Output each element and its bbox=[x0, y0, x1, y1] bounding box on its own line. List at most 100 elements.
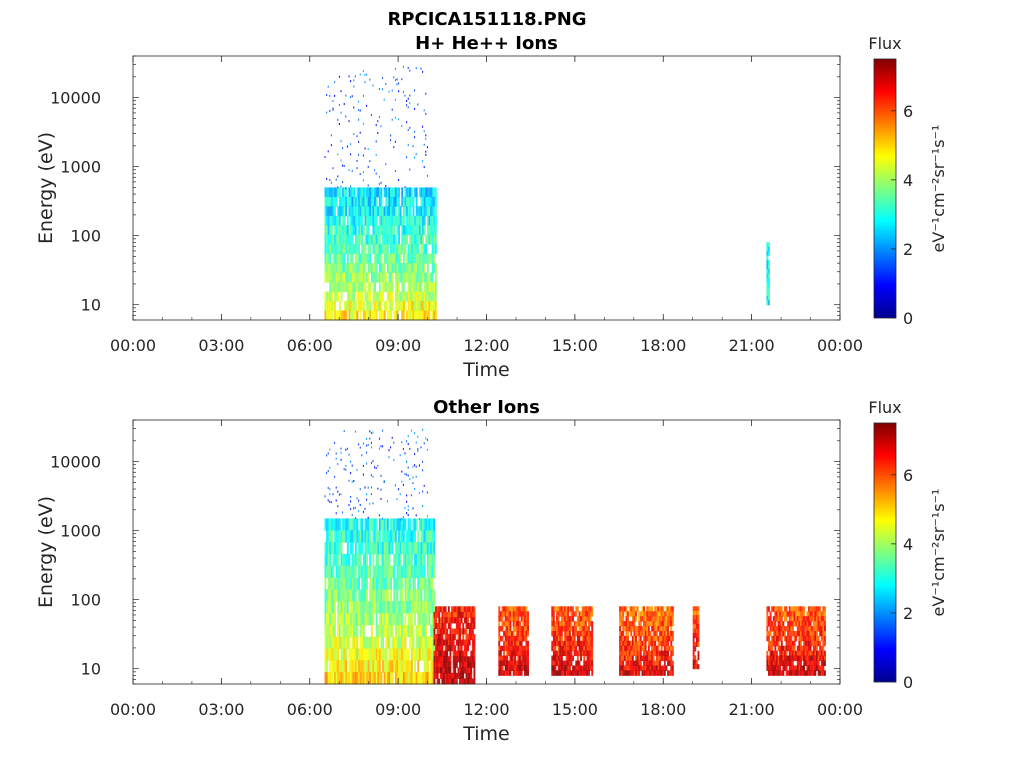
flux-cell bbox=[573, 665, 576, 671]
flux-speck bbox=[343, 430, 345, 433]
flux-cell bbox=[342, 196, 344, 207]
flux-cell bbox=[367, 648, 370, 661]
flux-speck bbox=[412, 482, 414, 485]
flux-cell bbox=[473, 661, 476, 668]
flux-cell bbox=[504, 621, 507, 627]
flux-cell bbox=[418, 301, 421, 312]
flux-cell bbox=[788, 635, 791, 642]
flux-cell bbox=[359, 613, 362, 626]
flux-cell bbox=[327, 553, 330, 567]
flux-cell bbox=[334, 187, 336, 198]
flux-cell bbox=[523, 611, 526, 617]
flux-cell bbox=[556, 660, 558, 666]
flux-cell bbox=[369, 244, 372, 255]
flux-cell bbox=[406, 542, 408, 555]
flux-cell bbox=[551, 611, 554, 617]
flux-cell bbox=[326, 542, 328, 555]
flux-cell bbox=[523, 631, 526, 637]
flux-speck bbox=[330, 134, 332, 137]
flux-cell bbox=[380, 542, 383, 555]
flux-cell bbox=[433, 187, 436, 198]
flux-cell bbox=[771, 635, 774, 642]
flux-cell bbox=[460, 656, 463, 663]
flux-cell bbox=[353, 244, 356, 255]
flux-cell bbox=[498, 645, 501, 652]
flux-cell bbox=[588, 670, 590, 676]
flux-cell bbox=[470, 628, 473, 635]
flux-cell bbox=[351, 263, 354, 274]
flux-cell bbox=[377, 206, 380, 217]
flux-cell bbox=[346, 244, 349, 255]
flux-cell bbox=[795, 631, 798, 637]
flux-cell bbox=[406, 589, 408, 602]
flux-cell bbox=[766, 300, 769, 306]
flux-cell bbox=[446, 634, 449, 641]
flux-cell bbox=[509, 606, 512, 612]
flux-cell bbox=[396, 636, 399, 649]
flux-cell bbox=[628, 606, 631, 612]
flux-cell bbox=[393, 234, 396, 245]
flux-cell bbox=[374, 206, 376, 217]
flux-cell bbox=[417, 244, 420, 255]
flux-speck bbox=[340, 458, 342, 461]
flux-cell bbox=[768, 660, 770, 666]
flux-cell bbox=[385, 196, 388, 207]
flux-cell bbox=[498, 606, 501, 612]
flux-cell bbox=[576, 655, 579, 661]
flux-cell bbox=[399, 613, 402, 626]
flux-cell bbox=[348, 613, 351, 626]
flux-cell bbox=[422, 542, 424, 555]
flux-cell bbox=[567, 631, 570, 637]
flux-cell bbox=[426, 601, 429, 614]
flux-speck bbox=[375, 153, 377, 156]
flux-cell bbox=[784, 626, 786, 632]
flux-cell bbox=[817, 621, 820, 627]
flux-cell bbox=[361, 542, 364, 555]
flux-cell bbox=[523, 626, 526, 632]
flux-cell bbox=[568, 616, 571, 622]
flux-cell bbox=[499, 611, 502, 617]
flux-cell bbox=[388, 565, 391, 578]
flux-cell bbox=[506, 670, 509, 676]
flux-cell bbox=[506, 640, 509, 647]
axes-frame bbox=[132, 55, 841, 321]
flux-cell bbox=[460, 628, 463, 635]
flux-cell bbox=[393, 310, 396, 321]
flux-cell bbox=[410, 542, 413, 555]
flux-cell bbox=[370, 206, 373, 217]
flux-cell bbox=[401, 577, 404, 590]
flux-cell bbox=[350, 672, 352, 685]
flux-cell bbox=[812, 640, 815, 647]
flux-cell bbox=[436, 628, 439, 635]
flux-cell bbox=[619, 611, 621, 617]
flux-cell bbox=[425, 589, 428, 602]
flux-cell bbox=[652, 650, 655, 657]
flux-cell bbox=[358, 553, 360, 567]
flux-cell bbox=[430, 648, 432, 661]
flux-cell bbox=[560, 660, 563, 666]
flux-cell bbox=[809, 606, 812, 612]
flux-cell bbox=[375, 660, 378, 673]
flux-cell bbox=[583, 660, 586, 666]
flux-cell bbox=[446, 661, 449, 668]
flux-cell bbox=[367, 530, 370, 543]
flux-cell bbox=[422, 206, 424, 217]
flux-cell bbox=[340, 577, 343, 590]
flux-cell bbox=[449, 623, 452, 629]
flux-cell bbox=[351, 291, 354, 302]
flux-cell bbox=[654, 621, 657, 627]
flux-cell bbox=[620, 650, 623, 657]
flux-cell bbox=[372, 589, 375, 602]
flux-cell bbox=[431, 206, 434, 217]
flux-cell bbox=[428, 234, 431, 245]
flux-cell bbox=[394, 310, 397, 321]
flux-cell bbox=[784, 665, 786, 671]
flux-cell bbox=[414, 565, 416, 578]
flux-speck bbox=[398, 118, 400, 121]
flux-cell bbox=[471, 628, 474, 635]
flux-cell bbox=[501, 626, 504, 632]
flux-cell bbox=[588, 631, 590, 637]
flux-cell bbox=[790, 626, 793, 632]
flux-cell bbox=[374, 263, 376, 274]
flux-cell bbox=[393, 196, 396, 207]
